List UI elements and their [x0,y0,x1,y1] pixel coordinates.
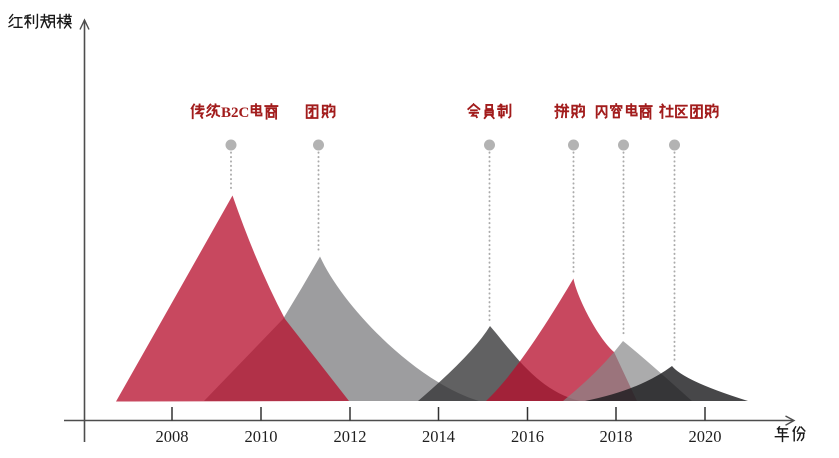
svg-text:2018: 2018 [600,427,633,446]
svg-text:2008: 2008 [156,427,189,446]
svg-text:B2C: B2C [221,105,249,121]
svg-text:2012: 2012 [334,427,367,446]
svg-text:2016: 2016 [511,427,544,446]
svg-text:2010: 2010 [245,427,278,446]
svg-text:2014: 2014 [422,427,455,446]
svg-text:2020: 2020 [689,427,722,446]
